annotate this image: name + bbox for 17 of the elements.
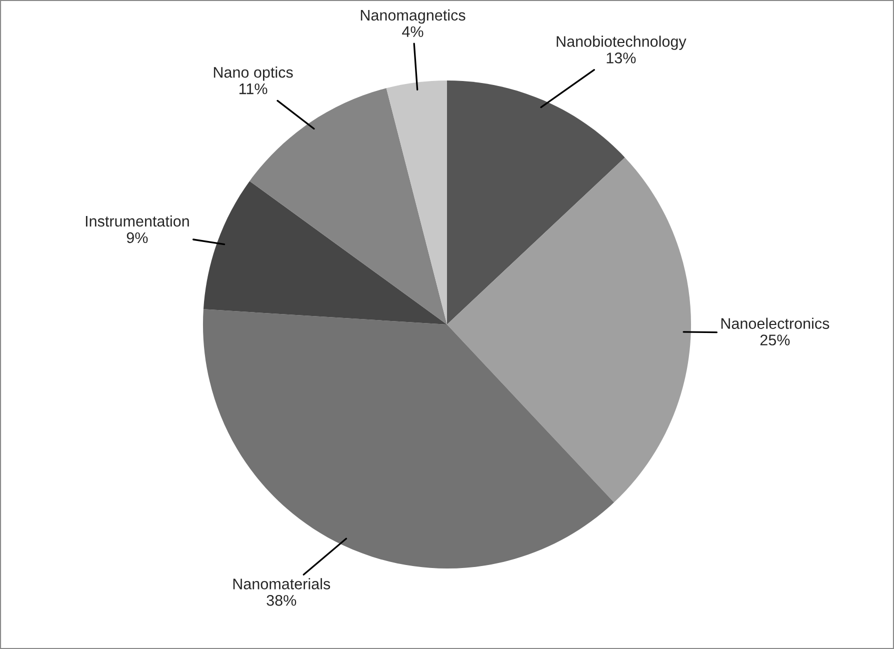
slice-label: Instrumentation <box>86 215 189 227</box>
data-label: 38% <box>266 595 296 606</box>
data-label: 9% <box>126 232 148 244</box>
slice-label: Nanoelectronics <box>721 318 830 329</box>
slice-label: Nanomagnetics <box>360 9 466 24</box>
data-label: 25% <box>760 334 790 346</box>
pie-slice <box>203 181 447 324</box>
pie-slice <box>447 157 691 502</box>
pie-slice <box>386 80 447 324</box>
slice-label: Nanobiotechnology <box>556 36 686 50</box>
pie-slice <box>202 309 614 569</box>
slice-label: Nanomaterials <box>233 578 330 590</box>
data-label: 11% <box>239 83 268 94</box>
data-label: 13% <box>606 52 636 64</box>
slice-label: Nano optics <box>214 66 293 81</box>
pie-slice <box>447 80 625 324</box>
data-label: 4% <box>402 26 424 38</box>
